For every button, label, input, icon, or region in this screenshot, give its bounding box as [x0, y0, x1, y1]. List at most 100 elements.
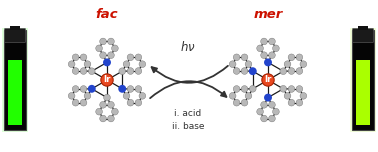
Circle shape	[96, 45, 102, 52]
Bar	[4, 30, 26, 130]
Circle shape	[72, 68, 79, 74]
Circle shape	[280, 68, 287, 74]
Bar	[10, 26, 20, 30]
Circle shape	[127, 68, 134, 74]
Circle shape	[257, 45, 263, 52]
Circle shape	[88, 85, 96, 93]
Circle shape	[135, 86, 142, 92]
Circle shape	[264, 94, 272, 102]
Circle shape	[233, 68, 240, 74]
Circle shape	[127, 86, 134, 92]
Circle shape	[88, 68, 95, 74]
Circle shape	[100, 102, 106, 108]
Circle shape	[233, 99, 240, 106]
Circle shape	[68, 61, 75, 67]
Circle shape	[100, 52, 106, 59]
Circle shape	[108, 102, 114, 108]
Bar	[356, 60, 370, 125]
Circle shape	[296, 68, 303, 74]
Circle shape	[108, 38, 114, 45]
Circle shape	[233, 86, 240, 92]
Circle shape	[296, 54, 303, 61]
Circle shape	[241, 68, 248, 74]
Circle shape	[261, 52, 267, 59]
Circle shape	[288, 99, 295, 106]
Circle shape	[269, 102, 275, 108]
Circle shape	[241, 99, 248, 106]
Circle shape	[135, 99, 142, 106]
Circle shape	[127, 99, 134, 106]
Circle shape	[288, 86, 295, 92]
Circle shape	[261, 115, 267, 122]
Circle shape	[257, 108, 263, 115]
Circle shape	[245, 93, 252, 99]
Circle shape	[296, 99, 303, 106]
Circle shape	[72, 99, 79, 106]
Circle shape	[72, 54, 79, 61]
Circle shape	[119, 68, 125, 74]
Bar	[2, 28, 28, 132]
Circle shape	[101, 74, 113, 86]
Circle shape	[84, 93, 91, 99]
Circle shape	[72, 86, 79, 92]
Circle shape	[249, 67, 257, 75]
Text: Ir: Ir	[103, 75, 111, 84]
Circle shape	[288, 68, 295, 74]
Circle shape	[300, 61, 307, 67]
Circle shape	[269, 115, 275, 122]
Circle shape	[123, 61, 130, 67]
Circle shape	[273, 45, 279, 52]
Text: fac: fac	[96, 7, 118, 21]
Circle shape	[127, 54, 134, 61]
Circle shape	[233, 54, 240, 61]
Circle shape	[80, 54, 87, 61]
Circle shape	[108, 115, 114, 122]
Circle shape	[261, 38, 267, 45]
Circle shape	[229, 61, 236, 67]
Circle shape	[284, 93, 291, 99]
Circle shape	[229, 93, 236, 99]
Circle shape	[261, 102, 267, 108]
FancyBboxPatch shape	[353, 29, 373, 43]
Circle shape	[269, 52, 275, 59]
Circle shape	[300, 93, 307, 99]
Circle shape	[123, 93, 130, 99]
Text: mer: mer	[253, 7, 283, 21]
Bar	[352, 30, 374, 130]
Circle shape	[100, 38, 106, 45]
Circle shape	[84, 61, 91, 67]
Circle shape	[100, 115, 106, 122]
Bar	[8, 60, 22, 125]
Circle shape	[269, 38, 275, 45]
Circle shape	[139, 61, 146, 67]
Circle shape	[96, 108, 102, 115]
Circle shape	[108, 52, 114, 59]
Circle shape	[288, 54, 295, 61]
Circle shape	[135, 54, 142, 61]
Circle shape	[112, 108, 118, 115]
Circle shape	[273, 108, 279, 115]
Text: $h\nu$: $h\nu$	[180, 40, 196, 54]
Circle shape	[80, 86, 87, 92]
Circle shape	[68, 93, 75, 99]
Circle shape	[262, 74, 274, 86]
Circle shape	[241, 86, 248, 92]
Circle shape	[249, 85, 256, 92]
Circle shape	[104, 94, 110, 101]
Circle shape	[135, 68, 142, 74]
Circle shape	[80, 99, 87, 106]
Circle shape	[264, 58, 272, 66]
Text: i. acid
ii. base: i. acid ii. base	[172, 109, 204, 131]
FancyBboxPatch shape	[5, 29, 25, 43]
Bar	[358, 26, 368, 30]
Circle shape	[118, 85, 126, 93]
Circle shape	[284, 61, 291, 67]
Circle shape	[103, 58, 111, 66]
Circle shape	[112, 45, 118, 52]
Circle shape	[245, 61, 252, 67]
Text: Ir: Ir	[264, 75, 272, 84]
Circle shape	[139, 93, 146, 99]
Circle shape	[80, 68, 87, 74]
Bar	[350, 28, 376, 132]
Circle shape	[296, 86, 303, 92]
